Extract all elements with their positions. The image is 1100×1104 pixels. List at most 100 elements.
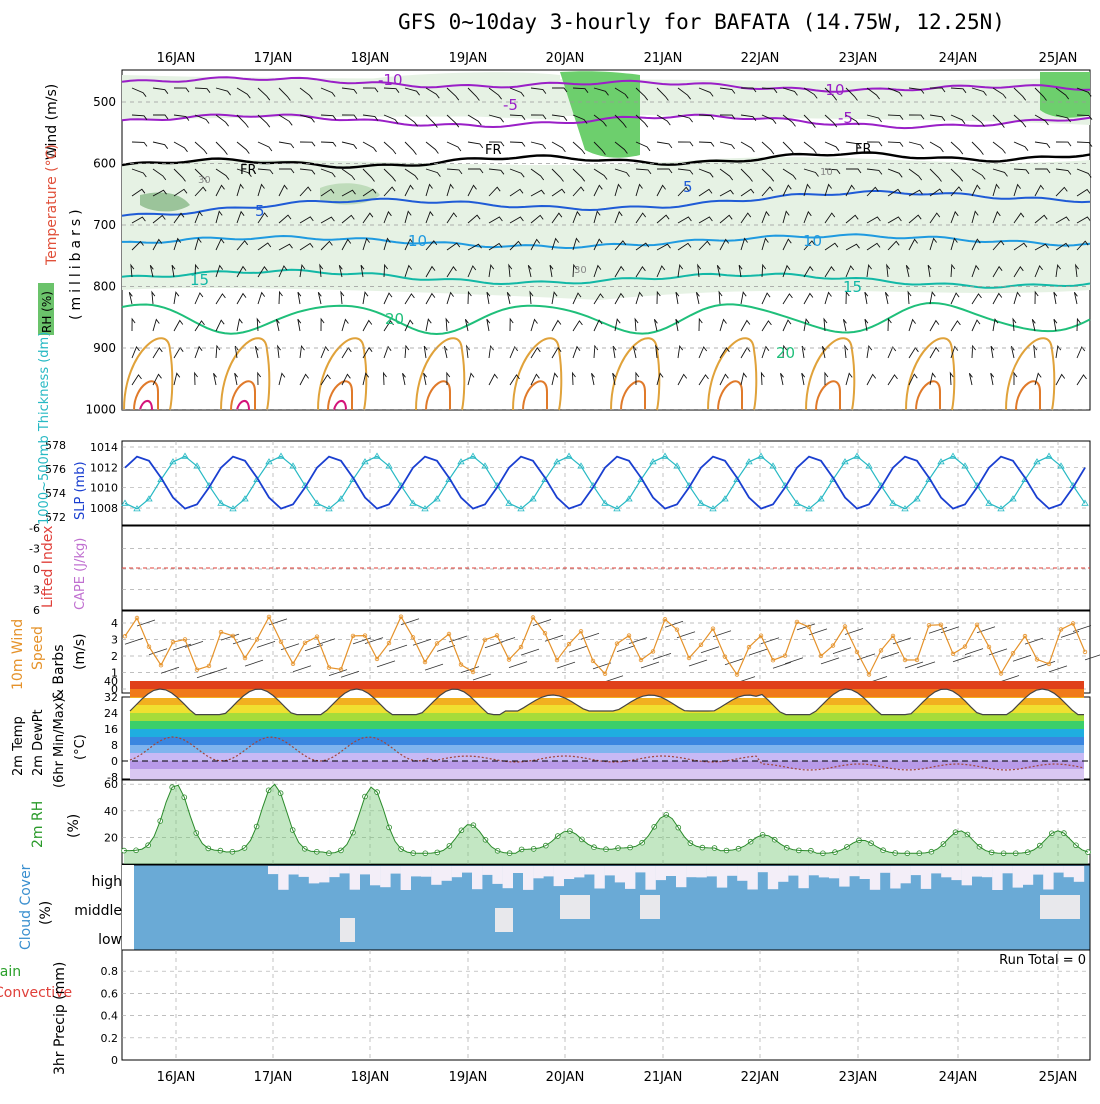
wind-barb: [551, 237, 559, 251]
wind-barb: [194, 292, 204, 305]
contour-surface-warm: [805, 337, 856, 411]
thickness-marker: [121, 499, 129, 506]
wind-barb: [866, 216, 881, 224]
wind-barb: [530, 168, 545, 181]
wind10m-barb: [796, 623, 816, 631]
temp-color-band: [130, 713, 1084, 721]
wind-barb: [423, 345, 428, 359]
thickness-line: [124, 455, 1086, 510]
thickness-marker: [913, 495, 921, 502]
wind-barb: [656, 141, 673, 149]
cloud-high-clear: [523, 866, 534, 890]
wind-barb: [215, 87, 231, 96]
thickness-marker: [793, 499, 801, 506]
wind-barb: [992, 240, 1005, 251]
cloud-high-clear: [869, 866, 881, 890]
thk-tick-label: 574: [45, 487, 66, 500]
wind-barb: [341, 114, 358, 120]
wind-barb: [215, 184, 225, 197]
wind-barb: [404, 210, 412, 224]
wind-barb: [320, 188, 335, 197]
wind-barb: [383, 114, 399, 124]
wind-barb: [866, 114, 882, 123]
wind-barb: [404, 264, 413, 278]
li-tick-label: -3: [29, 543, 40, 556]
wind-barb: [971, 319, 981, 332]
wind-barb: [173, 291, 180, 305]
cloud-left-margin: [122, 865, 134, 950]
wind-barb: [1053, 318, 1058, 332]
wind10m-barb: [616, 645, 636, 652]
wind-barb: [908, 141, 924, 150]
wind-barb: [803, 141, 817, 154]
label-barbs: & Barbs: [51, 645, 67, 701]
wind-barb: [278, 372, 286, 386]
wind-speed-marker: [290, 661, 296, 666]
wind-barb: [215, 293, 226, 305]
wind-barb: [236, 183, 244, 197]
cloud-high-clear: [370, 866, 381, 886]
wind-barb: [992, 210, 1001, 224]
wind-speed-marker: [710, 626, 716, 631]
wind-barb: [362, 188, 377, 197]
wind-speed-marker: [446, 631, 452, 637]
wind-barb: [1053, 291, 1058, 305]
wind-barb: [130, 263, 135, 278]
wind-barb: [488, 373, 498, 386]
wind-barb: [446, 168, 463, 175]
wind-barb: [614, 318, 621, 332]
date-label-bottom: 20JAN: [546, 1070, 585, 1085]
thickness-marker: [949, 452, 957, 459]
wind-barb: [929, 319, 940, 332]
contour-label-rh10: 10: [820, 167, 833, 178]
wind-barb: [383, 320, 394, 332]
wind-barb: [404, 238, 414, 251]
wind-barb: [299, 216, 314, 224]
wind-barb: [488, 87, 502, 100]
wind-speed-marker: [398, 614, 404, 619]
label-3hr-precip: 3hr Precip (mm): [52, 962, 68, 1075]
wind-barb: [488, 186, 501, 197]
wind-barb: [215, 319, 225, 332]
wind-barb: [614, 141, 628, 154]
wind-barb: [404, 141, 417, 155]
wind-barb: [278, 141, 295, 149]
rh-line: [124, 783, 1089, 854]
wind-barb: [530, 141, 547, 150]
temp-color-band: [130, 721, 1084, 729]
cloud-middle-clear: [1040, 895, 1080, 919]
wind-speed-marker: [650, 649, 656, 654]
wind-barb: [971, 184, 981, 197]
wind-barb: [866, 263, 872, 278]
wind-barb: [319, 263, 324, 278]
wind-barb: [173, 114, 190, 121]
wind-barb: [278, 243, 293, 251]
wind-barb: [509, 317, 514, 332]
wind-barb: [614, 210, 623, 224]
wind-barb: [719, 168, 734, 181]
wind-barb: [551, 372, 559, 386]
thickness-marker: [505, 499, 513, 506]
wind-barb: [509, 216, 524, 224]
wind-barb: [443, 346, 448, 359]
wind-barb: [719, 347, 730, 359]
cloud-high-clear: [400, 866, 411, 890]
wind-barb: [320, 168, 336, 178]
temp-color-band: [130, 753, 1084, 761]
wind-barb: [1035, 168, 1051, 174]
date-label-top: 22JAN: [741, 51, 780, 66]
contour-surface-hot: [230, 380, 256, 411]
cloud-high-clear: [808, 866, 819, 876]
wind-barb: [551, 188, 566, 197]
contour-surface-hot: [915, 380, 941, 411]
cloud-middle-clear: [640, 895, 660, 919]
wind-barb: [866, 186, 879, 197]
cloud-high-clear: [461, 866, 473, 873]
wind-barb: [340, 290, 345, 305]
wind-speed-marker: [458, 662, 464, 667]
wind-barb: [530, 373, 540, 386]
wind-speed-marker: [578, 629, 584, 634]
wind-barb: [698, 240, 711, 251]
wind-barb: [128, 292, 133, 305]
